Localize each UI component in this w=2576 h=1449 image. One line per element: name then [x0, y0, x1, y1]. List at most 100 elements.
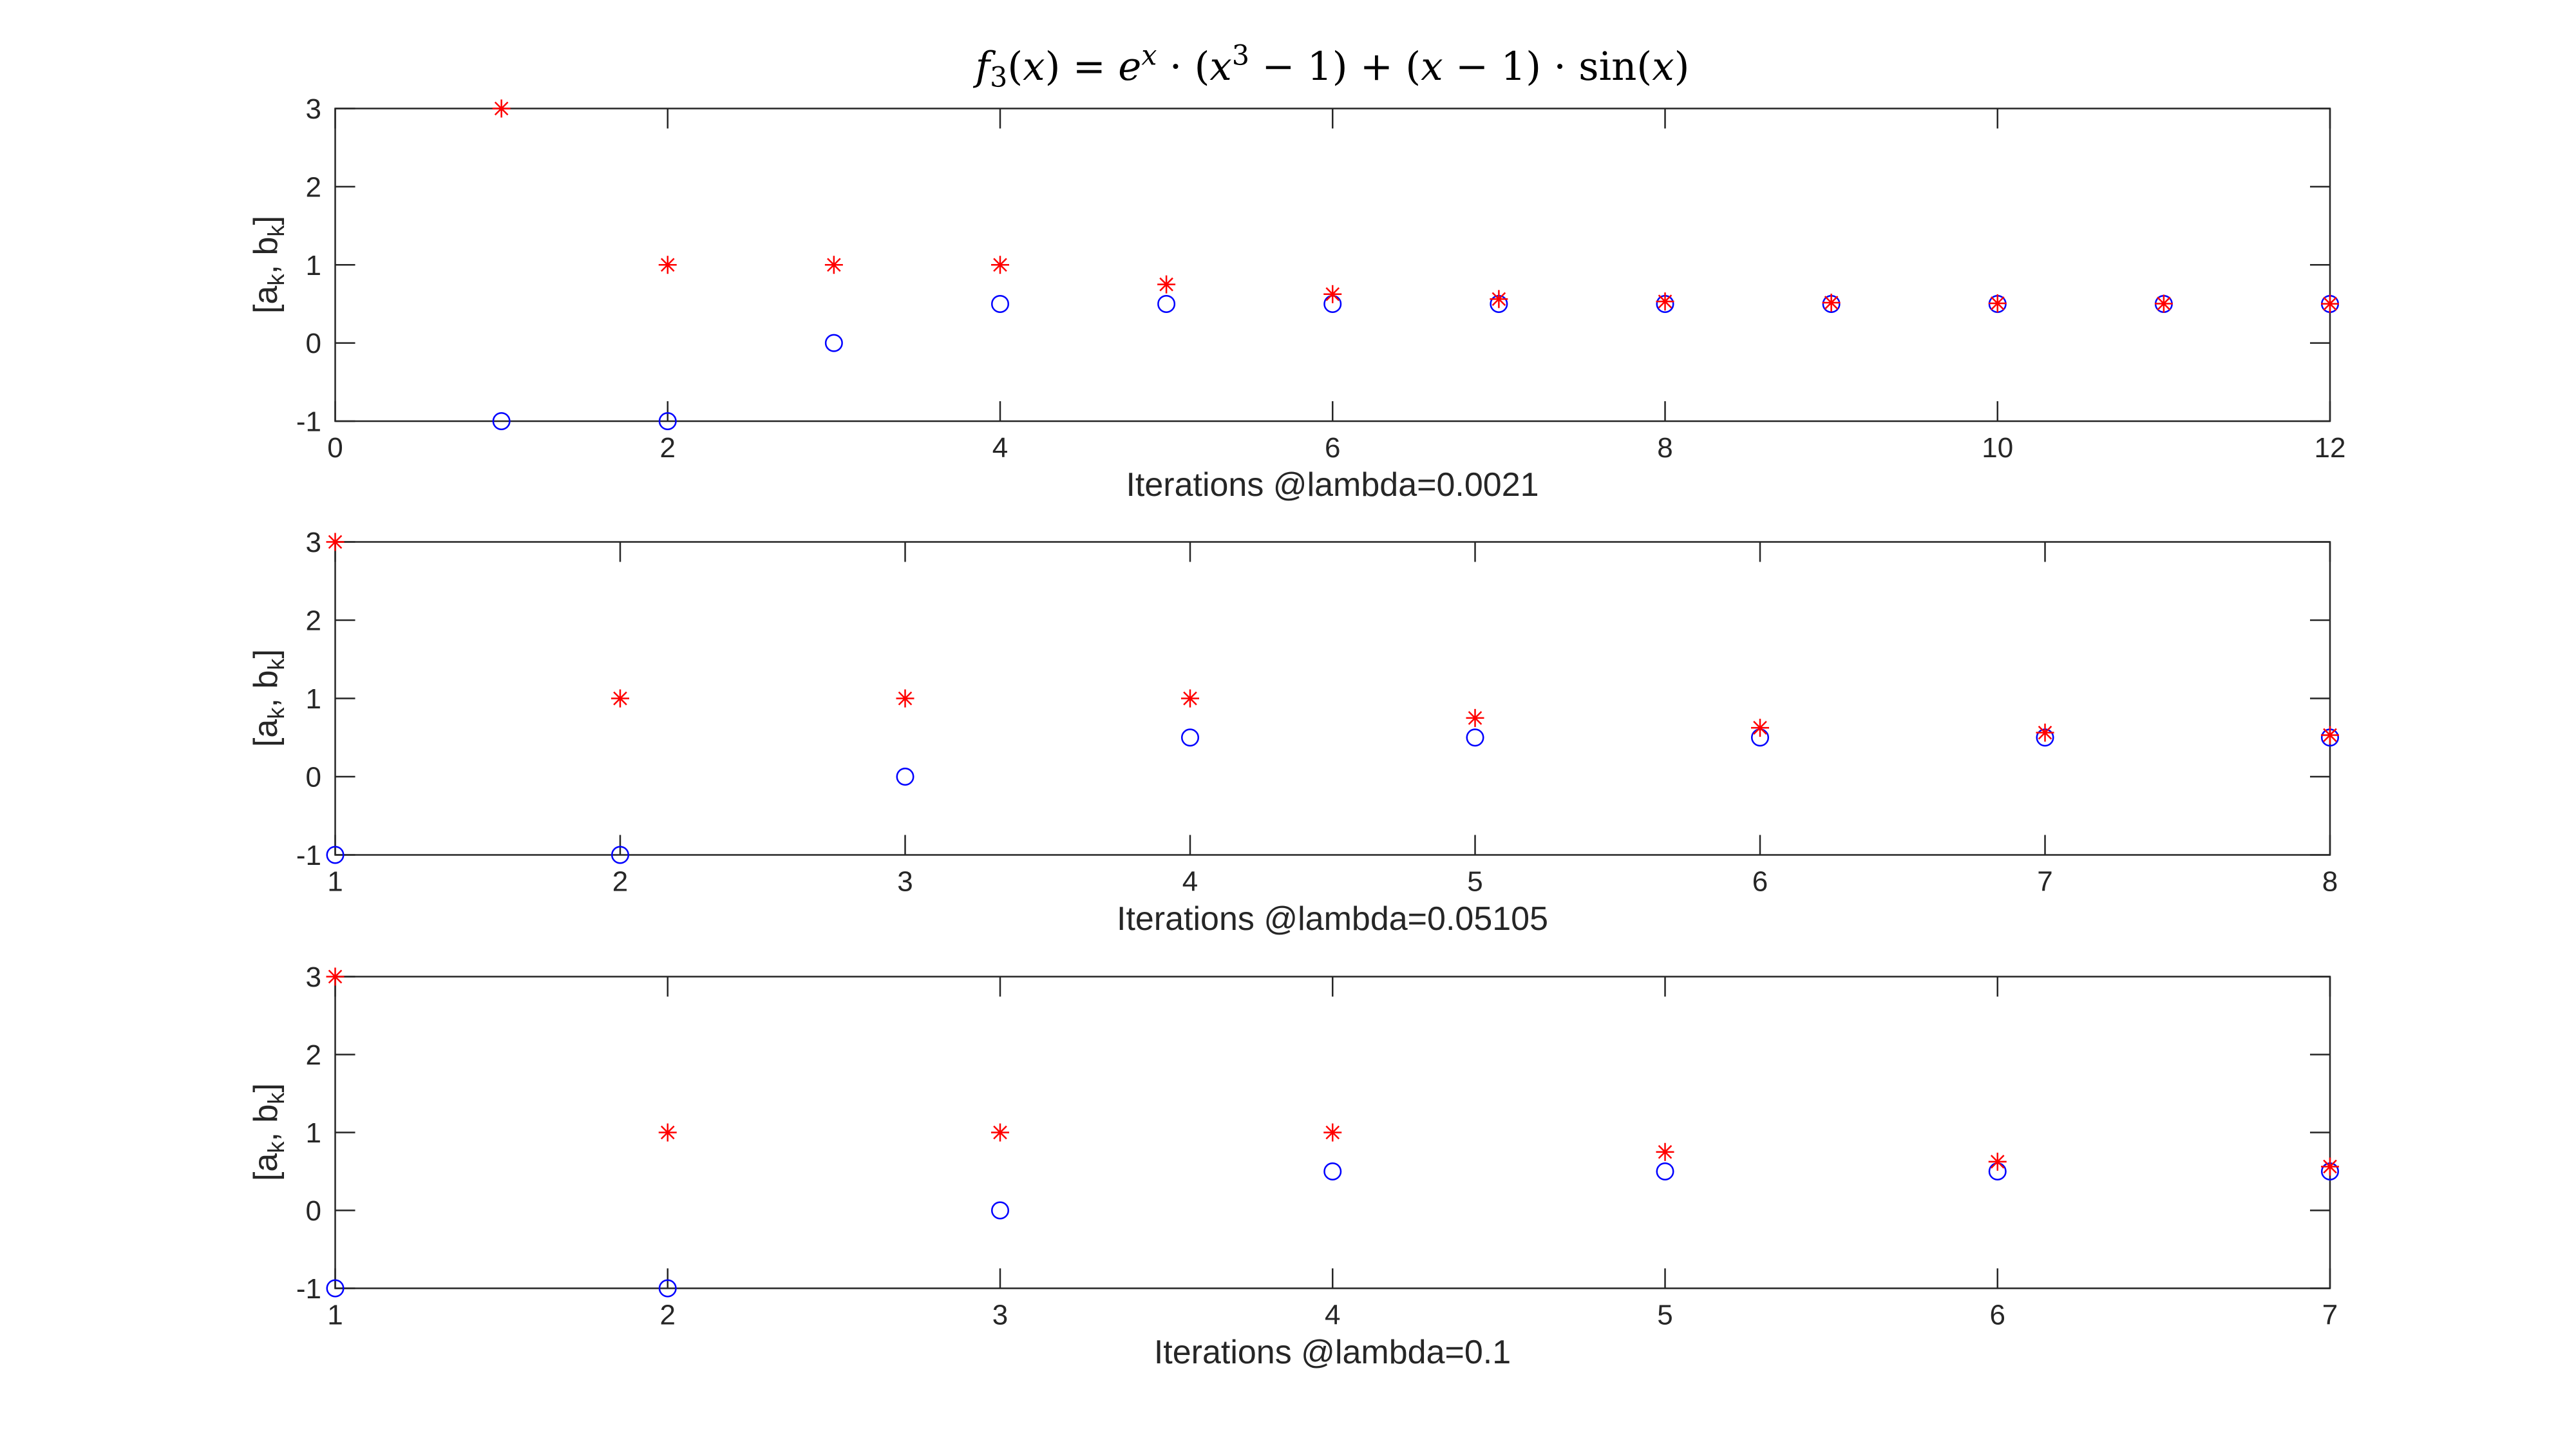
y-tick-label: 1	[306, 1117, 321, 1149]
xlabel-subplot-1: Iterations @lambda=0.0021	[1126, 466, 1539, 504]
y-tick-label: 0	[306, 1195, 321, 1227]
data-marker-asterisk	[991, 1123, 1009, 1142]
title-segment: x	[1141, 39, 1157, 72]
data-marker-asterisk	[2321, 294, 2339, 313]
data-marker-asterisk	[1656, 1142, 1674, 1161]
title-segment: ]	[247, 649, 285, 659]
y-tick-label: 2	[306, 605, 321, 637]
title-segment: [a	[247, 719, 285, 748]
y-tick-label: 3	[306, 93, 321, 125]
title-segment: ]	[247, 1083, 285, 1093]
data-marker-circle	[326, 846, 345, 864]
data-marker-asterisk	[1656, 292, 1674, 311]
data-marker-circle	[1656, 1162, 1674, 1180]
title-segment: [a	[247, 1153, 285, 1182]
title-segment: k	[262, 274, 289, 286]
y-tick-label: 1	[306, 250, 321, 281]
title-segment: 3	[1231, 39, 1249, 72]
x-tick-label: 4	[1182, 866, 1198, 898]
xlabel-subplot-2: Iterations @lambda=0.05105	[1116, 900, 1549, 938]
data-marker-circle	[1323, 1162, 1342, 1180]
data-marker-circle	[658, 412, 677, 430]
title-segment: x	[1652, 44, 1674, 90]
y-tick-label: -1	[296, 1273, 321, 1305]
xlabel-subplot-3: Iterations @lambda=0.1	[1153, 1334, 1511, 1371]
data-marker-circle	[492, 412, 511, 430]
title-segment: x	[1023, 44, 1045, 90]
x-tick-label: 2	[660, 1300, 676, 1331]
title-segment: [a	[247, 285, 285, 314]
data-marker-asterisk	[1988, 1152, 2007, 1171]
title-segment: )	[1674, 44, 1690, 90]
title-segment: f	[975, 44, 990, 90]
x-tick-label: 5	[1657, 1300, 1672, 1331]
y-tick-label: 2	[306, 171, 321, 203]
title-segment: k	[262, 1141, 289, 1153]
data-marker-asterisk	[326, 533, 345, 551]
data-marker-asterisk	[1157, 275, 1176, 294]
data-marker-asterisk	[896, 689, 914, 708]
data-marker-asterisk	[611, 689, 629, 708]
data-marker-asterisk	[326, 967, 345, 986]
data-marker-circle	[326, 1279, 345, 1298]
y-tick-label: 3	[306, 961, 321, 993]
ylabel-subplot-2: [ak, bk]	[247, 649, 289, 748]
x-tick-label: 4	[992, 432, 1008, 464]
x-tick-label: 8	[1657, 432, 1672, 464]
x-tick-label: 12	[2315, 432, 2346, 464]
title-segment: k	[262, 1092, 289, 1104]
data-marker-asterisk	[1490, 290, 1508, 308]
title-segment: , b	[247, 670, 285, 708]
title-segment: e	[1118, 44, 1142, 90]
title-segment: ]	[247, 215, 285, 225]
title-segment: x	[1421, 44, 1443, 90]
x-tick-label: 6	[1325, 432, 1340, 464]
data-marker-asterisk	[1822, 294, 1841, 312]
y-tick-label: 2	[306, 1039, 321, 1071]
data-marker-asterisk	[658, 1123, 677, 1142]
x-tick-label: 1	[327, 866, 343, 898]
title-segment: 3	[990, 61, 1008, 94]
data-marker-asterisk	[2154, 294, 2173, 313]
data-marker-asterisk	[1181, 689, 1199, 708]
x-tick-label: 1	[327, 1300, 343, 1331]
data-marker-circle	[1157, 294, 1176, 313]
title-segment: x	[1209, 44, 1232, 90]
data-marker-circle	[1466, 728, 1484, 747]
data-marker-circle	[1181, 728, 1199, 747]
y-tick-label: 0	[306, 762, 321, 793]
x-tick-label: 5	[1467, 866, 1482, 898]
x-tick-label: 3	[897, 866, 913, 898]
data-marker-asterisk	[492, 99, 511, 118]
y-tick-label: -1	[296, 840, 321, 871]
title-segment: k	[262, 707, 289, 719]
x-tick-label: 2	[660, 432, 676, 464]
x-tick-label: 10	[1982, 432, 2013, 464]
title-segment: − 1) · sin(	[1443, 44, 1653, 90]
axes-box-subplot-1	[334, 108, 2331, 422]
data-marker-asterisk	[1988, 294, 2007, 312]
x-tick-label: 0	[327, 432, 343, 464]
x-tick-label: 8	[2322, 866, 2338, 898]
data-marker-asterisk	[1466, 708, 1484, 727]
title-segment: , b	[247, 1104, 285, 1142]
data-marker-asterisk	[2036, 723, 2054, 742]
data-marker-asterisk	[824, 256, 843, 274]
data-marker-circle	[991, 1201, 1009, 1220]
data-marker-circle	[824, 334, 843, 352]
x-tick-label: 3	[992, 1300, 1008, 1331]
data-marker-circle	[991, 294, 1009, 313]
y-tick-label: 1	[306, 683, 321, 715]
ylabel-subplot-1: [ak, bk]	[247, 215, 289, 314]
title-segment: , b	[247, 236, 285, 274]
title-segment: (	[1007, 44, 1023, 90]
title-segment: k	[262, 658, 289, 670]
axes-box-subplot-2	[334, 541, 2331, 856]
x-tick-label: 7	[2037, 866, 2052, 898]
x-tick-label: 7	[2322, 1300, 2338, 1331]
data-marker-circle	[658, 1279, 677, 1298]
y-tick-label: -1	[296, 406, 321, 438]
data-marker-circle	[611, 846, 629, 864]
